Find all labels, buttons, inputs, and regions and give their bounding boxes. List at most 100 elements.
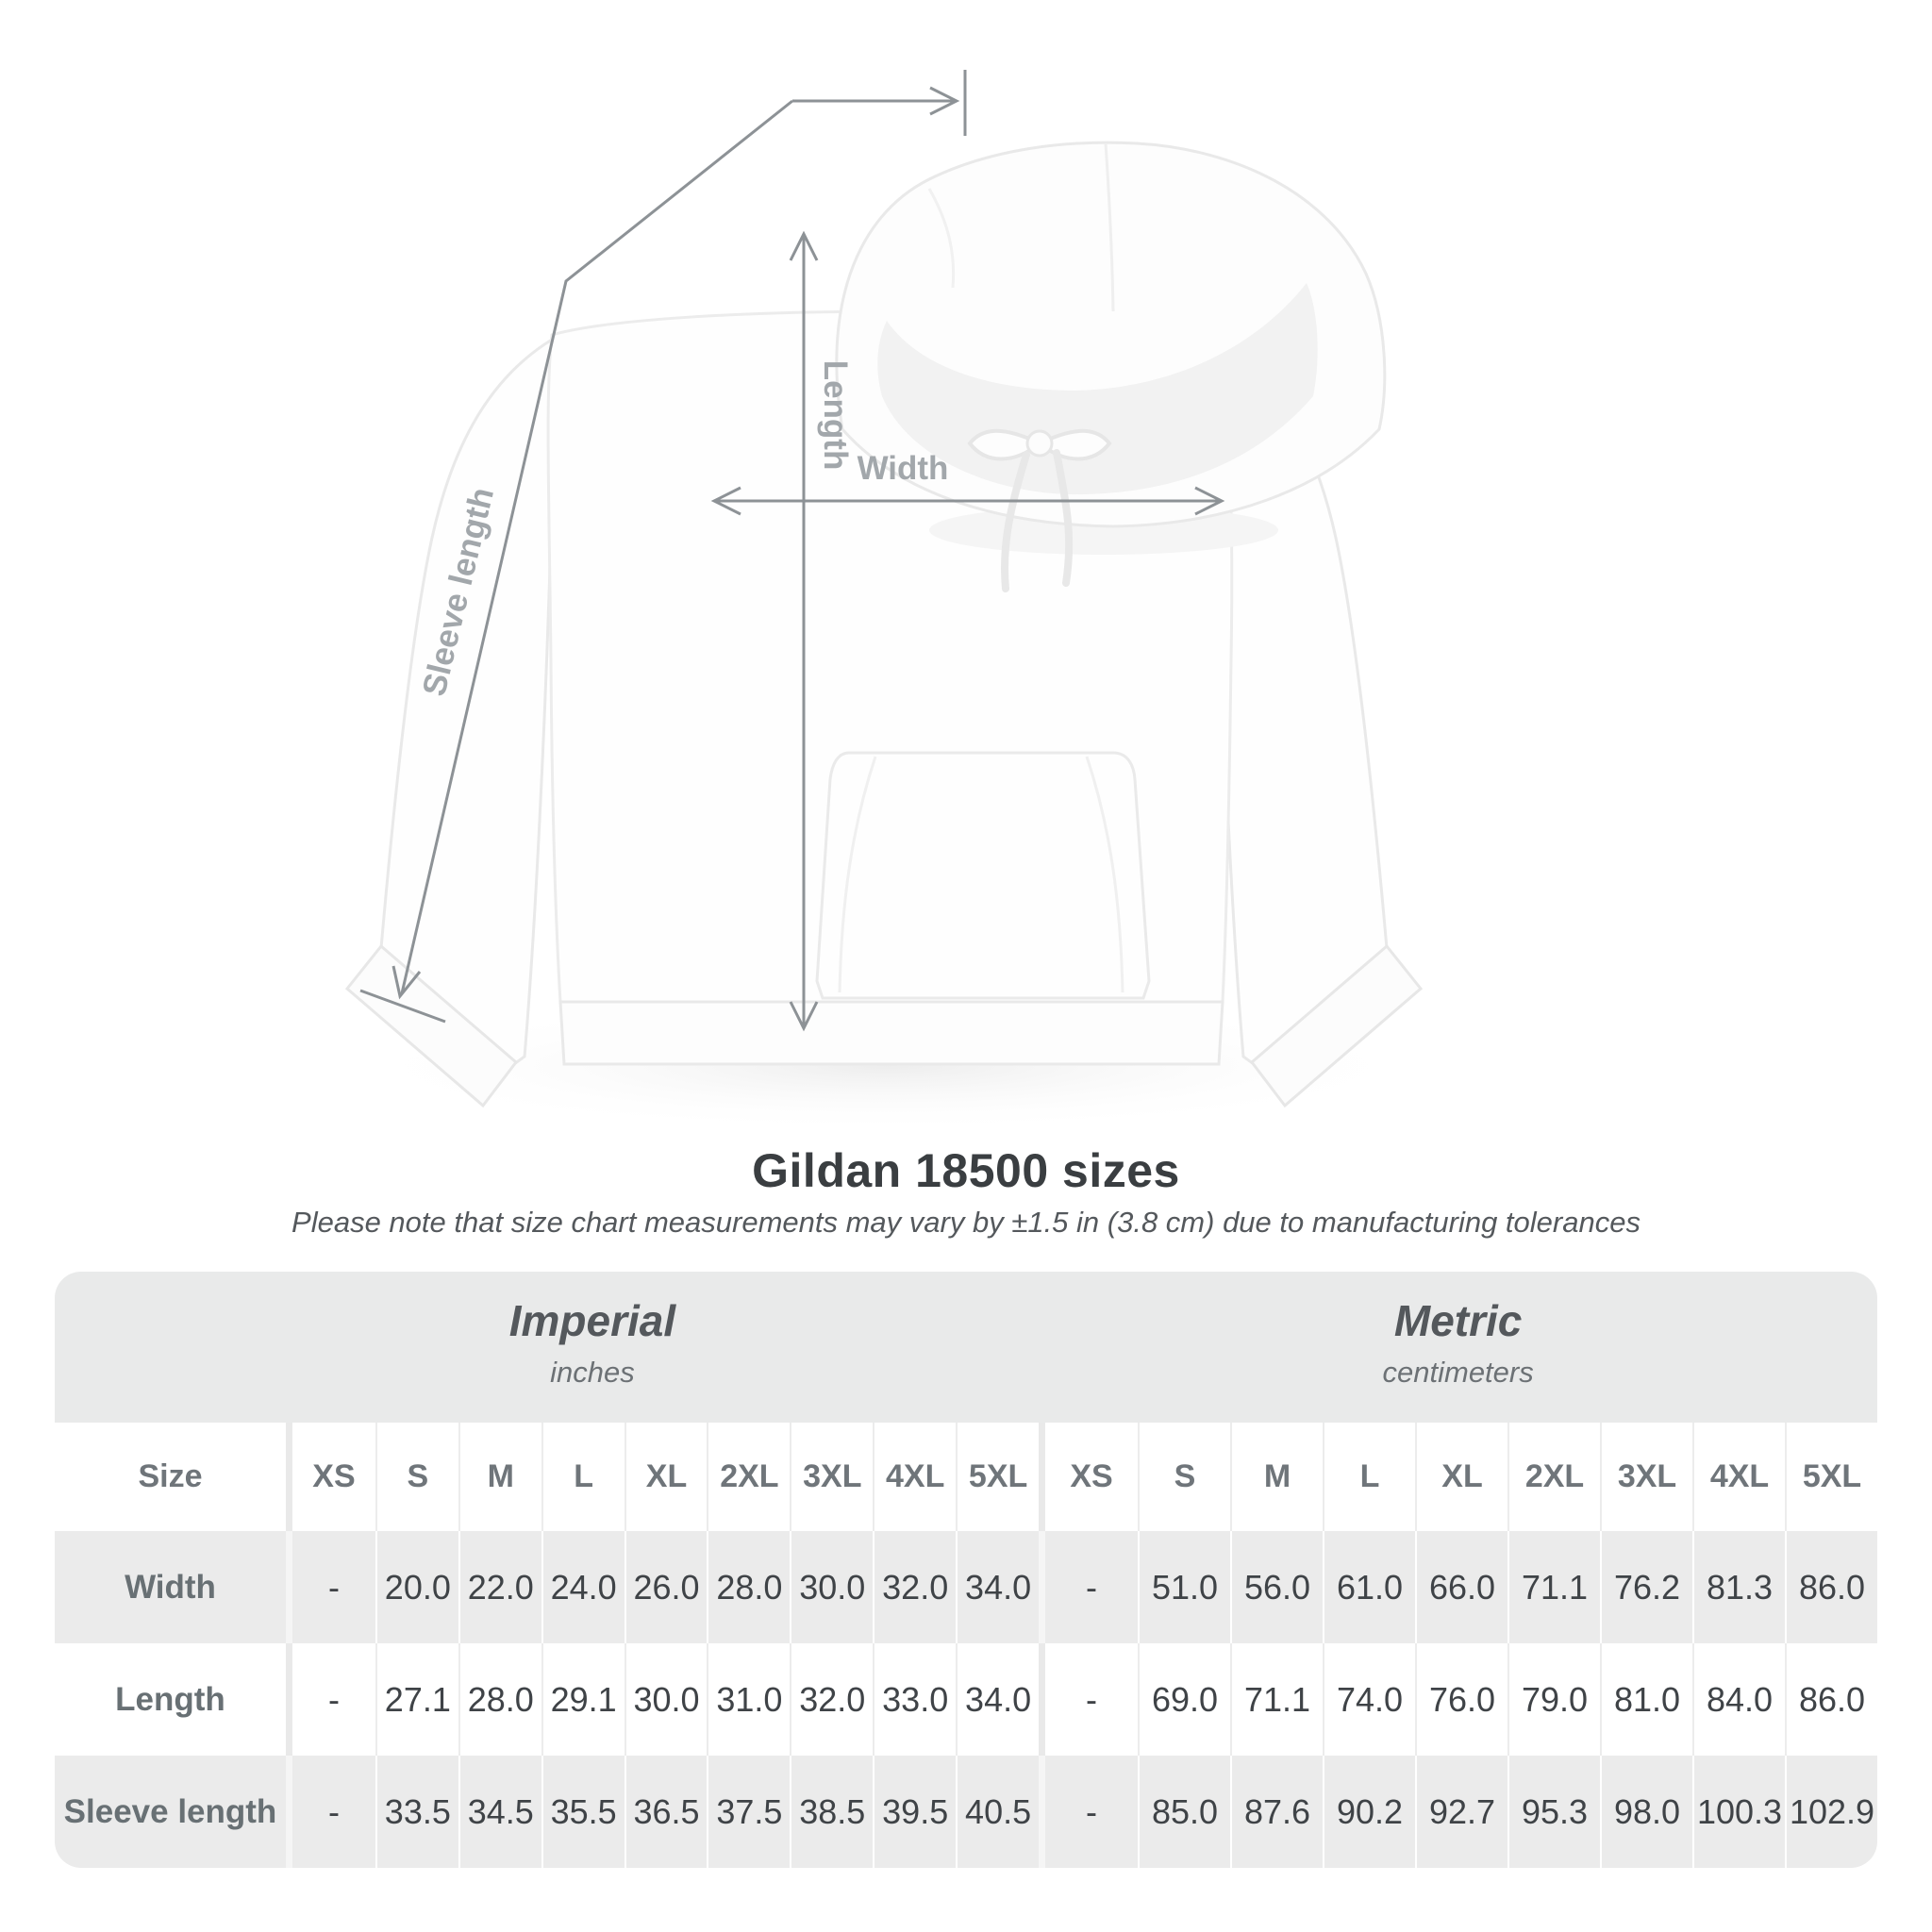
measurement-lines (359, 70, 1225, 1032)
column-divider (286, 1423, 292, 1531)
metric-value: 69.0 (1138, 1643, 1231, 1756)
imperial-value: 30.0 (790, 1531, 874, 1643)
metric-value: 66.0 (1415, 1531, 1508, 1643)
metric-value: 92.7 (1415, 1756, 1508, 1868)
imperial-value: 37.5 (707, 1756, 791, 1868)
hood-center-seam (1104, 142, 1115, 312)
imperial-value: - (292, 1643, 375, 1756)
length-label: Length (817, 360, 854, 471)
metric-value: 74.0 (1323, 1643, 1416, 1756)
metric-unit: centimeters (1382, 1355, 1534, 1389)
size-table: Imperial inches Metric centimeters Size X… (55, 1272, 1877, 1868)
group-divider (1039, 1423, 1046, 1531)
group-divider (1039, 1756, 1046, 1868)
column-divider (286, 1531, 292, 1643)
size-header-metric-2xl: 2XL (1507, 1423, 1600, 1531)
size-header-imperial-xs: XS (292, 1423, 375, 1531)
width-arrowhead-left (710, 486, 741, 516)
imperial-value: 27.1 (375, 1643, 458, 1756)
drawstring-bow-left (967, 428, 1043, 461)
row-label-sleeve-length: Sleeve length (55, 1756, 286, 1868)
size-header-metric-xs: XS (1045, 1423, 1139, 1531)
imperial-value: 24.0 (541, 1531, 625, 1643)
metric-value: 61.0 (1323, 1531, 1416, 1643)
metric-value: - (1045, 1756, 1139, 1868)
metric-value: 76.0 (1415, 1643, 1508, 1756)
metric-value: 86.0 (1785, 1643, 1877, 1756)
group-divider (1039, 1643, 1046, 1756)
sleeve-diagonal-line (400, 99, 793, 994)
imperial-value: 32.0 (873, 1531, 957, 1643)
metric-value: 86.0 (1785, 1531, 1877, 1643)
hoodie-pocket (815, 751, 1151, 1000)
imperial-value: 22.0 (458, 1531, 541, 1643)
size-header-metric-3xl: 3XL (1600, 1423, 1692, 1531)
metric-value: 102.9 (1785, 1756, 1877, 1868)
imperial-unit: inches (550, 1355, 635, 1389)
hoodie-right-cuff (1249, 943, 1424, 1108)
sleeve-arrowhead-end (391, 965, 422, 1000)
imperial-value: 34.0 (956, 1531, 1040, 1643)
size-header-imperial-xl: XL (624, 1423, 708, 1531)
hoodie-left-cuff (344, 943, 519, 1108)
size-header-imperial-s: S (375, 1423, 458, 1531)
imperial-value: 32.0 (790, 1643, 874, 1756)
size-header-metric-xl: XL (1415, 1423, 1508, 1531)
size-header-imperial-5xl: 5XL (956, 1423, 1040, 1531)
width-arrowhead-right (1194, 486, 1225, 516)
column-divider (286, 1643, 292, 1756)
size-header-metric-5xl: 5XL (1785, 1423, 1877, 1531)
metric-value: 71.1 (1230, 1643, 1324, 1756)
drawstring-cord-right (1053, 449, 1074, 587)
sleeve-end-tick (359, 989, 446, 1024)
size-table-grid: Size XS S M L XL 2XL 3XL 4XL 5XL XS S M L XL 2XL 3XL 4XL 5… (55, 1423, 1877, 1868)
metric-value: 79.0 (1507, 1643, 1600, 1756)
imperial-value: 20.0 (375, 1531, 458, 1643)
imperial-value: 36.5 (624, 1756, 708, 1868)
imperial-value: - (292, 1531, 375, 1643)
imperial-value: 30.0 (624, 1643, 708, 1756)
imperial-value: - (292, 1756, 375, 1868)
drawstring-knot (1025, 429, 1054, 458)
imperial-value: 35.5 (541, 1756, 625, 1868)
metric-group-header: Metric centimeters (1383, 1296, 1534, 1390)
metric-value: 71.1 (1507, 1531, 1600, 1643)
length-arrowhead-bottom (789, 1001, 819, 1032)
imperial-value: 28.0 (458, 1643, 541, 1756)
size-header-metric-s: S (1138, 1423, 1231, 1531)
metric-value: 87.6 (1230, 1756, 1324, 1868)
metric-value: 81.3 (1692, 1531, 1785, 1643)
size-header-imperial-2xl: 2XL (707, 1423, 791, 1531)
metric-value: 98.0 (1600, 1756, 1692, 1868)
pocket-right-seam (1085, 756, 1124, 993)
page-title: Gildan 18500 sizes (752, 1144, 1180, 1197)
imperial-value: 29.1 (541, 1643, 625, 1756)
imperial-value: 33.0 (873, 1643, 957, 1756)
metric-value: - (1045, 1531, 1139, 1643)
imperial-value: 33.5 (375, 1756, 458, 1868)
size-column-header: Size (55, 1423, 286, 1531)
pocket-left-seam (838, 756, 877, 993)
drawstring-cord-left (1000, 451, 1030, 592)
imperial-value: 31.0 (707, 1643, 791, 1756)
hood-fold-line (927, 188, 956, 289)
imperial-value: 28.0 (707, 1531, 791, 1643)
imperial-value: 26.0 (624, 1531, 708, 1643)
size-header-imperial-4xl: 4XL (873, 1423, 957, 1531)
size-header-metric-4xl: 4XL (1692, 1423, 1785, 1531)
unit-group-band: Imperial inches Metric centimeters (55, 1272, 1877, 1423)
size-header-imperial-m: M (458, 1423, 541, 1531)
imperial-value: 40.5 (956, 1756, 1040, 1868)
imperial-group-header: Imperial inches (509, 1296, 675, 1390)
group-divider (1039, 1531, 1046, 1643)
size-header-metric-l: L (1323, 1423, 1416, 1531)
metric-value: 56.0 (1230, 1531, 1324, 1643)
metric-value: 51.0 (1138, 1531, 1231, 1643)
size-header-imperial-l: L (541, 1423, 625, 1531)
imperial-value: 38.5 (790, 1756, 874, 1868)
metric-value: 84.0 (1692, 1643, 1785, 1756)
hoodie-hem-band (558, 1000, 1224, 1066)
metric-value: 100.3 (1692, 1756, 1785, 1868)
row-label-length: Length (55, 1643, 286, 1756)
